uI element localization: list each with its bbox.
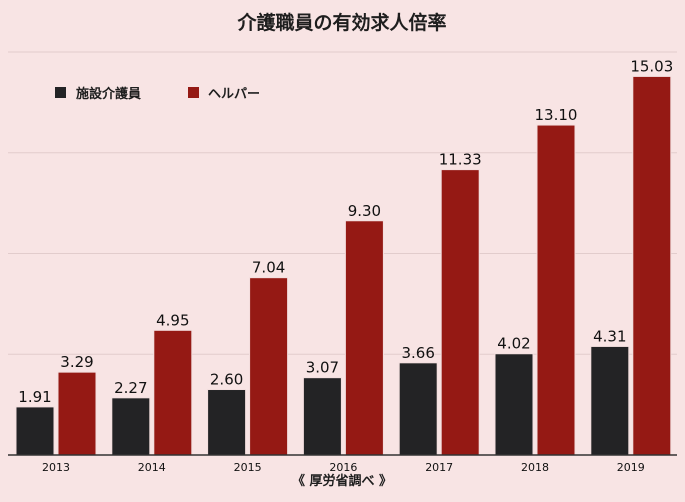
- x-tick-label: 2013: [42, 461, 70, 474]
- data-label: 11.33: [439, 151, 482, 169]
- bar-facility-2019: [590, 345, 630, 456]
- bar-helper-2013: [57, 371, 97, 456]
- x-ticks: 2013 2014 2015 2016 2017 2018 2019: [42, 461, 645, 474]
- legend-swatch-1: [188, 87, 199, 98]
- x-tick-label: 2019: [617, 461, 645, 474]
- source-note: 《 厚労省調べ 》: [292, 473, 392, 489]
- data-label: 9.30: [348, 202, 381, 220]
- data-label: 2.27: [114, 379, 147, 397]
- data-label: 3.29: [60, 353, 93, 371]
- bar-helper-2019: [632, 75, 672, 456]
- data-label: 4.02: [497, 335, 530, 353]
- bar-facility-2016: [302, 377, 342, 456]
- x-tick-label: 2017: [425, 461, 453, 474]
- data-label: 3.07: [306, 359, 339, 377]
- data-label: 7.04: [252, 259, 285, 277]
- bars: 1.91 3.29 2.27 4.95 2.60 7.04 3.07 9.30 3.66 11.3…: [15, 57, 673, 456]
- x-tick-label: 2014: [138, 461, 166, 474]
- legend-swatch-0: [55, 87, 66, 98]
- x-tick-label: 2018: [521, 461, 549, 474]
- bar-helper-2015: [249, 277, 289, 456]
- legend-label-0: 施設介護員: [76, 86, 141, 102]
- bar-facility-2017: [398, 362, 438, 456]
- legend-label-1: ヘルパー: [208, 87, 260, 102]
- bar-helper-2018: [536, 124, 576, 456]
- bar-helper-2014: [153, 329, 193, 456]
- data-label: 4.95: [156, 311, 189, 329]
- bar-facility-2014: [111, 397, 151, 456]
- bar-helper-2017: [440, 169, 480, 456]
- data-label: 15.03: [630, 57, 673, 75]
- x-tick-label: 2016: [329, 461, 357, 474]
- bar-facility-2018: [494, 353, 534, 456]
- x-tick-label: 2015: [234, 461, 262, 474]
- data-label: 1.91: [18, 388, 51, 406]
- bar-facility-2013: [15, 406, 55, 456]
- data-label: 13.10: [535, 106, 578, 124]
- chart-title: 介護職員の有効求人倍率: [236, 11, 446, 34]
- bar-facility-2015: [207, 389, 247, 456]
- data-label: 2.60: [210, 371, 243, 389]
- legend: 施設介護員 ヘルパー: [55, 86, 260, 102]
- data-label: 3.66: [401, 344, 434, 362]
- data-label: 4.31: [593, 327, 626, 345]
- bar-helper-2016: [344, 220, 384, 456]
